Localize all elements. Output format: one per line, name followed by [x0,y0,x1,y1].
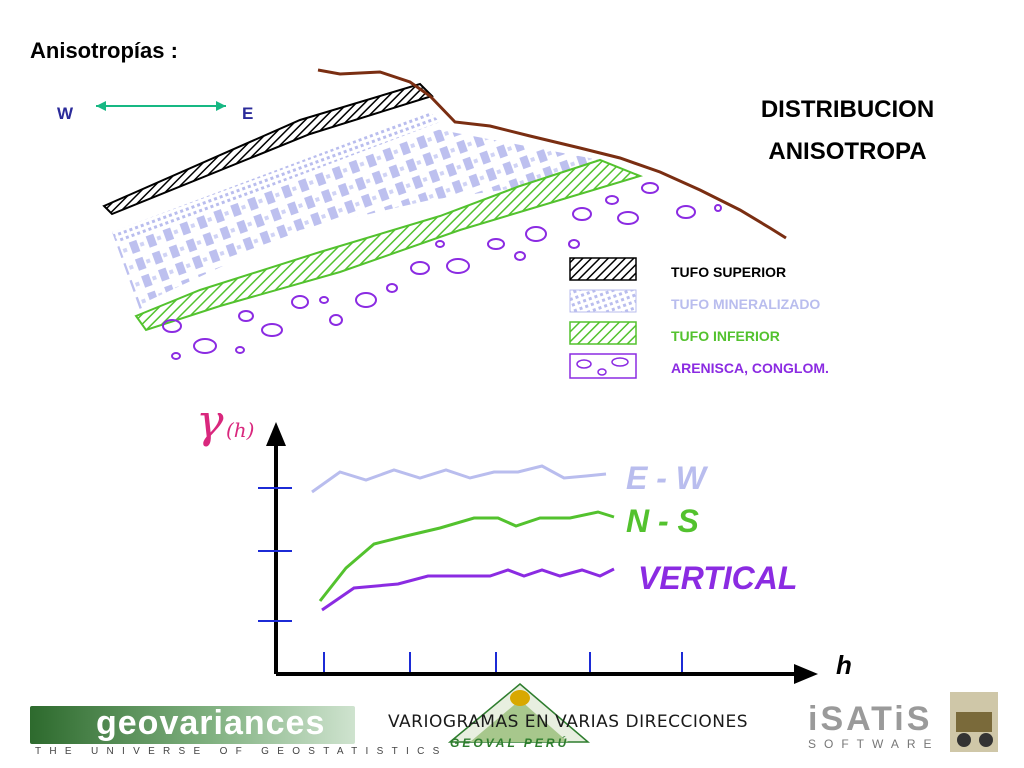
tufo-mineralizado-dots [112,112,440,244]
slide-title: Anisotropías : [30,38,178,63]
heading-line-2: ANISOTROPA [768,138,927,165]
heading-line-1: DISTRIBUCION [760,96,935,123]
series-label-ew: E - W [626,460,706,496]
gamma-symbol: γ [196,394,224,448]
isatis-subtitle: SOFTWARE [808,737,940,751]
variogram-curve-ew [311,464,607,494]
variogram-axes [266,422,818,684]
series-label-ns: N - S [626,503,699,539]
tufo-mineralizado-layer [112,128,600,310]
geoval-peru-logo [447,683,591,743]
legend-label-tufo-mineralizado: TUFO MINERALIZADO [671,296,821,312]
gamma-argument: (h) [226,418,255,442]
geovariances-wordmark: geovariances [96,704,326,742]
variogram-ticks [258,487,683,672]
geovariances-logo [30,706,355,744]
variogram-curve-ns [318,510,615,602]
west-east-arrow [96,101,226,111]
legend-label-arenisca: ARENISCA, CONGLOM. [671,360,829,376]
geoval-peru-text: GEOVAL PERÚ [450,736,570,750]
legend-swatch-arenisca [569,353,637,379]
footer-caption: VARIOGRAMAS EN VARIAS DIRECCIONES [388,712,749,732]
series-label-vertical: VERTICAL [638,560,798,596]
direction-east-label: E [242,104,254,123]
variogram-curve-vertical [321,567,615,612]
topography-line [317,68,787,240]
direction-west-label: W [57,104,74,123]
legend-swatch-tufo-mineralizado [569,289,637,313]
x-axis-label: h [836,650,852,680]
tufo-inferior-layer [134,158,644,332]
mining-truck-image [950,692,998,752]
geovariances-tagline: THE UNIVERSE OF GEOSTATISTICS [35,746,448,757]
legend-label-tufo-inferior: TUFO INFERIOR [671,328,780,344]
legend-label-tufo-superior: TUFO SUPERIOR [671,264,787,280]
legend-swatch-tufo-superior [569,257,637,281]
arenisca-conglomerado-layer [162,182,722,360]
legend-swatch-tufo-inferior [569,321,637,345]
isatis-wordmark: iSATiS [808,700,933,738]
